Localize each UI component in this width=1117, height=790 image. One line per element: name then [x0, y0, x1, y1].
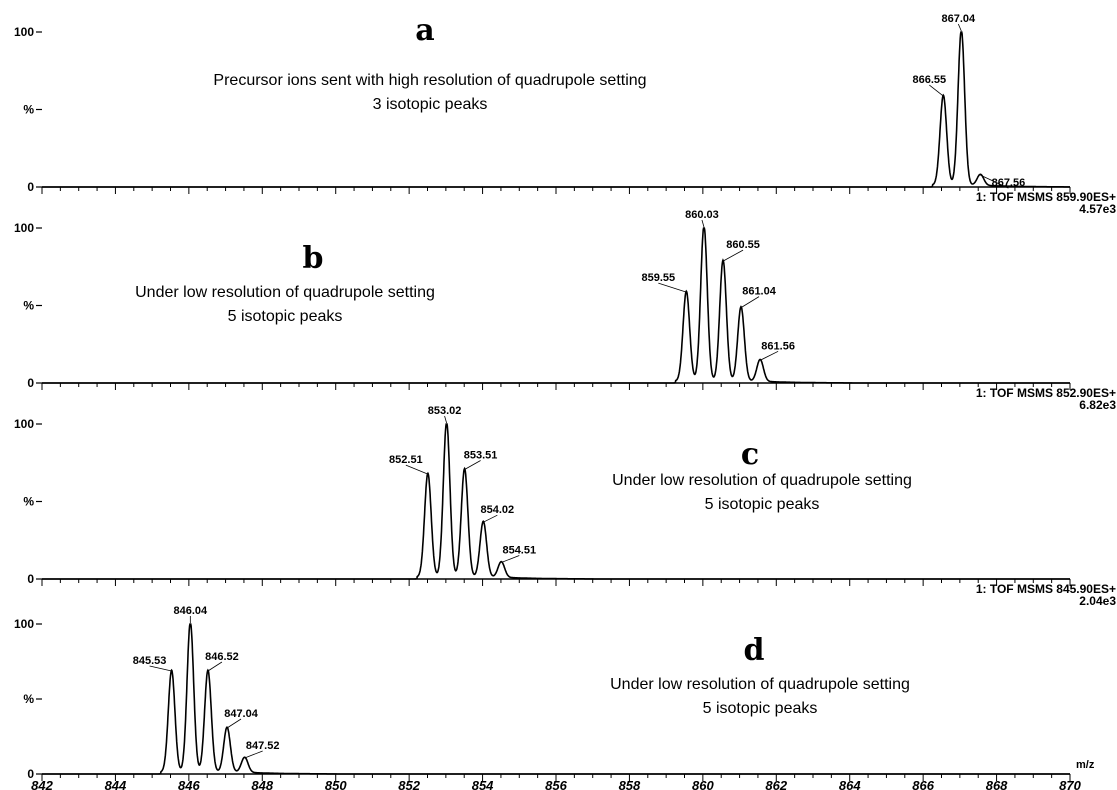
- peak-label: 847.52: [246, 740, 280, 752]
- peak-label: 854.02: [480, 504, 514, 516]
- peak-leader-line: [483, 514, 498, 523]
- peak-leader-line: [929, 84, 944, 97]
- peak-leader-line: [759, 350, 779, 361]
- spectrum-trace: [42, 31, 1070, 188]
- peak-leader-line: [501, 555, 520, 563]
- spectrum-trace: [42, 227, 1070, 384]
- peak-label: 860.03: [685, 209, 719, 221]
- x-tick-label: 842: [31, 778, 53, 790]
- peak-label: 859.55: [642, 272, 676, 284]
- y-tick-label: 0: [27, 180, 34, 194]
- x-tick-label: 870: [1059, 778, 1081, 790]
- peak-label: 861.04: [742, 286, 777, 298]
- peak-label: 846.04: [173, 605, 208, 617]
- annotation-line: 5 isotopic peaks: [705, 496, 820, 513]
- y-tick-label: %: [23, 692, 34, 706]
- panel-letter: d: [744, 633, 765, 668]
- peak-label: 846.52: [205, 651, 239, 663]
- x-tick-label: 844: [105, 778, 127, 790]
- intensity-max-label: 6.82e3: [1079, 398, 1116, 412]
- spectrum-trace: [42, 623, 1070, 775]
- peak-leader-line: [740, 296, 760, 308]
- peak-label: 853.02: [428, 405, 462, 417]
- x-tick-label: 854: [472, 778, 494, 790]
- spectrum-trace: [42, 423, 1070, 580]
- annotation-line: 3 isotopic peaks: [373, 96, 488, 113]
- peak-label: 852.51: [389, 454, 423, 466]
- annotation-line: 5 isotopic peaks: [228, 308, 343, 325]
- y-tick-label: 0: [27, 572, 34, 586]
- x-tick-label: 866: [912, 778, 934, 790]
- peak-label: 866.55: [913, 74, 947, 86]
- peak-leader-line: [405, 464, 429, 475]
- x-tick-label: 856: [545, 778, 567, 790]
- y-tick-label: %: [23, 103, 34, 117]
- annotation-line: Under low resolution of quadrupole setti…: [135, 284, 435, 301]
- x-tick-label: 868: [986, 778, 1008, 790]
- peak-label: 853.51: [464, 450, 498, 462]
- annotation-line: 5 isotopic peaks: [703, 700, 818, 717]
- x-tick-label: 862: [765, 778, 787, 790]
- x-tick-label: 864: [839, 778, 861, 790]
- peak-label: 854.51: [502, 545, 536, 557]
- y-tick-label: %: [23, 495, 34, 509]
- peak-leader-line: [149, 665, 172, 672]
- instrument-label: 1: TOF MSMS 859.90ES+: [976, 190, 1116, 204]
- x-tick-label: 852: [398, 778, 420, 790]
- intensity-max-label: 4.57e3: [1079, 202, 1116, 216]
- y-tick-label: %: [23, 299, 34, 313]
- peak-label: 867.56: [992, 177, 1026, 189]
- x-tick-label: 846: [178, 778, 200, 790]
- x-tick-label: 850: [325, 778, 347, 790]
- panel-letter: a: [415, 13, 434, 48]
- intensity-max-label: 2.04e3: [1079, 594, 1116, 608]
- peak-leader-line: [701, 219, 705, 228]
- peak-leader-line: [464, 460, 481, 470]
- peak-label: 845.53: [133, 655, 167, 667]
- y-tick-label: 0: [27, 767, 34, 781]
- peak-leader-line: [980, 174, 1009, 189]
- peak-leader-line: [207, 661, 223, 672]
- peak-leader-line: [226, 718, 242, 729]
- peak-leader-line: [957, 23, 962, 32]
- x-tick-label: 858: [619, 778, 641, 790]
- y-tick-label: 100: [14, 617, 34, 631]
- peak-label: 860.55: [726, 239, 760, 251]
- peak-leader-line: [444, 415, 447, 424]
- peak-leader-line: [244, 750, 263, 759]
- peak-label: 847.04: [224, 708, 259, 720]
- panel-letter: c: [741, 437, 759, 472]
- x-axis-label: m/z: [1076, 759, 1095, 771]
- annotation-line: Under low resolution of quadrupole setti…: [610, 676, 910, 693]
- y-tick-label: 100: [14, 221, 34, 235]
- peak-label: 867.04: [941, 13, 976, 25]
- x-tick-label: 848: [251, 778, 273, 790]
- y-tick-label: 100: [14, 25, 34, 39]
- peak-label: 861.56: [761, 340, 795, 352]
- y-tick-label: 0: [27, 376, 34, 390]
- peak-leader-line: [722, 249, 744, 262]
- annotation-line: Under low resolution of quadrupole setti…: [612, 472, 912, 489]
- x-tick-label: 860: [692, 778, 714, 790]
- y-tick-label: 100: [14, 417, 34, 431]
- panel-letter: b: [303, 241, 324, 276]
- instrument-label: 1: TOF MSMS 845.90ES+: [976, 582, 1116, 596]
- peak-leader-line: [658, 282, 687, 293]
- instrument-label: 1: TOF MSMS 852.90ES+: [976, 386, 1116, 400]
- annotation-line: Precursor ions sent with high resolution…: [213, 72, 646, 89]
